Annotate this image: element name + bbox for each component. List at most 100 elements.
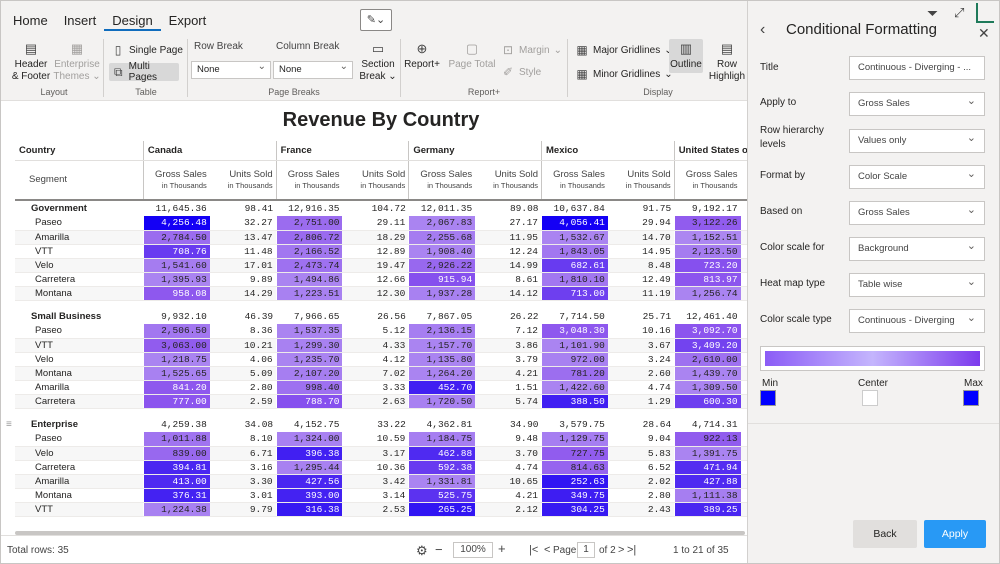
country-canada[interactable]: Canada	[142, 141, 277, 161]
page-total-button[interactable]: ▢ Page Total	[447, 41, 497, 71]
panel-toggle-icon[interactable]	[976, 3, 994, 23]
tab-home[interactable]: Home	[13, 13, 48, 28]
row-highlight-button[interactable]: ▤ Row Highligh	[707, 41, 747, 83]
tab-export[interactable]: Export	[168, 13, 207, 28]
close-icon[interactable]: ✕	[978, 25, 990, 41]
report-plus-button[interactable]: ⊕ Report+	[403, 41, 441, 71]
heat-map-type-select[interactable]: Table wise	[849, 273, 985, 297]
based-on-select[interactable]: Gross Sales	[849, 201, 985, 225]
format-by-select[interactable]: Color Scale	[849, 165, 985, 189]
major-gridlines-button[interactable]: ▦ Major Gridlines⌄	[575, 41, 672, 59]
prev-page-icon[interactable]: <	[544, 544, 551, 556]
edit-mode-toggle[interactable]: ✎⌄	[360, 9, 392, 31]
title-input[interactable]: Continuous - Diverging - ...	[849, 56, 985, 80]
minor-gridlines-button[interactable]: ▦ Minor Gridlines ⌄	[575, 65, 673, 83]
color-scale-for-select[interactable]: Background	[849, 237, 985, 261]
apply-to-label: Apply to	[760, 97, 797, 108]
segment-name[interactable]: Enterprise	[31, 418, 78, 430]
zoom-in-button[interactable]: +	[498, 541, 506, 556]
enterprise-themes-button[interactable]: ▦ Enterprise Themes ⌄	[53, 41, 101, 83]
tab-insert[interactable]: Insert	[63, 13, 97, 28]
zoom-out-button[interactable]: −	[435, 542, 443, 557]
section-break-button[interactable]: ▭ Section Break ⌄	[359, 41, 397, 83]
horizontal-scrollbar[interactable]	[15, 531, 745, 535]
divider	[567, 39, 568, 97]
filter-icon[interactable]: ⏷	[927, 5, 939, 21]
units-sold-cell: 2.	[740, 394, 747, 409]
back-chevron-icon[interactable]: ‹	[760, 21, 766, 38]
row-hierarchy-select[interactable]: Values only	[849, 129, 985, 153]
outline-button[interactable]: ▥ Outline	[669, 39, 703, 73]
gross-sales-cell: 1,157.70	[408, 338, 476, 353]
style-button[interactable]: ✐ Style	[501, 63, 541, 81]
page-input[interactable]: 1	[577, 542, 595, 558]
table-row: Amarilla 2,784.50 13.47 2,806.72 18.29 2,255.…	[15, 230, 747, 245]
row-label: Paseo	[15, 324, 144, 339]
units-sold-cell: 11.	[740, 338, 747, 353]
expand-icon[interactable]: ⤢	[954, 5, 965, 20]
divider	[187, 39, 188, 97]
max-label: Max	[964, 378, 983, 389]
gear-icon[interactable]: ⚙	[416, 543, 428, 558]
gross-sales-cell: 2,806.72	[275, 230, 343, 245]
units-sold-cell: 11.	[740, 446, 747, 461]
segment-name[interactable]: Government	[31, 203, 87, 214]
chevron-down-icon: ⌄	[664, 68, 673, 80]
single-page-button[interactable]: ▯ Single Page	[111, 41, 183, 59]
back-button[interactable]: Back	[853, 520, 917, 548]
tab-design[interactable]: Design	[104, 11, 161, 31]
measure-gross-sales[interactable]: Gross Sales in Thousands	[275, 160, 343, 201]
gross-sales-cell: 1,295.44	[275, 460, 343, 475]
report-plus-icon: ⊕	[416, 41, 428, 56]
country-usa[interactable]: United States of America	[673, 141, 747, 161]
total-cell: 34.08	[244, 418, 274, 430]
outline-label: Outline	[670, 59, 702, 70]
table-row: VTT 1,224.38 9.79 316.38 2.53 265.25 2.12 304.2…	[15, 502, 747, 517]
segment-name[interactable]: Small Business	[31, 310, 102, 322]
row-range: 1 to 21 of 35	[673, 545, 729, 556]
center-color-swatch[interactable]	[862, 390, 878, 406]
measure-gross-sales[interactable]: Gross Sales in Thousands	[142, 160, 210, 201]
units-sold-cell: 14.99	[475, 258, 542, 273]
column-break-select[interactable]: None	[273, 59, 353, 79]
row-break-select[interactable]: None	[191, 59, 271, 79]
min-color-swatch[interactable]	[760, 390, 776, 406]
gross-sales-cell: 958.08	[142, 286, 210, 301]
gross-sales-cell: 349.75	[540, 488, 608, 503]
units-sold-cell: 18.29	[342, 230, 409, 245]
gross-sales-cell: 413.00	[142, 474, 210, 489]
apply-to-select[interactable]: Gross Sales	[849, 92, 985, 116]
gross-sales-cell: 1,324.00	[275, 432, 343, 447]
zoom-input[interactable]: 100%	[453, 542, 493, 558]
row-resize-handle[interactable]: ≡	[6, 419, 12, 430]
measure-gross-sales[interactable]: Gross Sales in Thousands	[408, 160, 476, 201]
header-footer-button[interactable]: ▤ Header & Footer	[9, 41, 53, 83]
max-color-swatch[interactable]	[963, 390, 979, 406]
next-page-icon[interactable]: >	[618, 544, 625, 556]
color-scale-type-select[interactable]: Continuous - Diverging	[849, 309, 985, 333]
units-sold-cell: 8.61	[475, 272, 542, 287]
last-page-icon[interactable]: >|	[627, 544, 637, 556]
country-france[interactable]: France	[275, 141, 409, 161]
first-page-icon[interactable]: |<	[529, 544, 539, 556]
gross-sales-cell: 1,152.51	[673, 230, 741, 245]
units-sold-cell: 2.80	[607, 488, 675, 503]
apply-button[interactable]: Apply	[924, 520, 986, 548]
gross-sales-cell: 1,184.75	[408, 432, 476, 447]
in-thousands-label: in Thousands	[360, 180, 406, 190]
margin-button[interactable]: ⊡ Margin ⌄	[501, 41, 562, 59]
multi-pages-button[interactable]: ⧉ Multi Pages	[109, 61, 179, 83]
layout-group-label: Layout	[40, 87, 68, 97]
total-cell: 12,916.35	[288, 203, 340, 214]
country-germany[interactable]: Germany	[408, 141, 542, 161]
measure-gross-sales[interactable]: Gross Sales in Thousands	[673, 160, 741, 201]
row-label: Velo	[15, 258, 144, 273]
measure-gross-sales[interactable]: Gross Sales in Thousands	[540, 160, 608, 201]
outline-icon: ▥	[679, 41, 693, 56]
country-mexico[interactable]: Mexico	[541, 141, 675, 161]
